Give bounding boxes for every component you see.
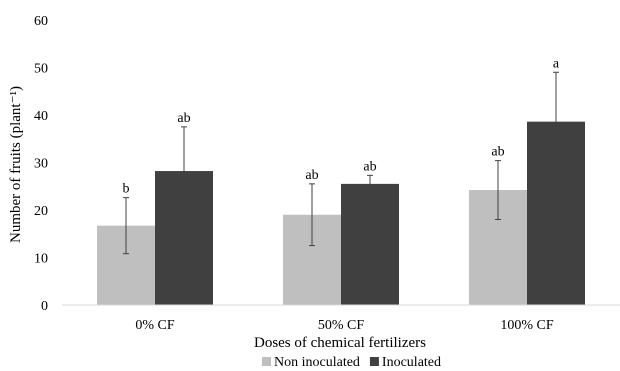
y-tick-label: 20: [34, 204, 48, 219]
significance-labels: b ab ab ab ab a: [123, 56, 560, 196]
y-axis-title: Number of fruits (plant⁻¹): [8, 86, 24, 243]
legend-swatch: [369, 357, 379, 366]
significance-label: ab: [305, 168, 318, 183]
y-tick-label: 40: [34, 109, 48, 124]
x-tick-label: 0% CF: [135, 318, 175, 333]
y-tick-label: 60: [34, 14, 48, 29]
error-bar: [181, 126, 187, 216]
legend-swatch: [262, 357, 271, 366]
y-tick-label: 10: [34, 252, 48, 267]
legend-label: Inoculated: [382, 355, 441, 370]
legend-item: Inoculated: [369, 355, 441, 370]
error-bar: [367, 174, 373, 193]
bars: [97, 121, 585, 306]
x-axis-ticks: 0% CF 50% CF 100% CF: [135, 318, 554, 333]
legend: Non inoculated Inoculated: [262, 355, 441, 370]
significance-label: b: [123, 182, 130, 197]
error-bar: [553, 71, 559, 172]
y-tick-label: 0: [41, 299, 48, 314]
significance-label: a: [553, 56, 560, 71]
x-tick-label: 100% CF: [500, 318, 554, 333]
significance-label: ab: [491, 145, 504, 160]
y-tick-label: 50: [34, 62, 48, 77]
significance-label: ab: [363, 159, 376, 174]
error-bar: [495, 160, 501, 220]
x-axis-title: Doses of chemical fertilizers: [254, 335, 426, 351]
legend-item: Non inoculated: [262, 355, 360, 370]
bar: [341, 183, 399, 305]
significance-label: ab: [177, 111, 190, 126]
error-bar: [309, 183, 315, 247]
error-bars: [123, 71, 559, 255]
y-tick-label: 30: [34, 157, 48, 172]
legend-label: Non inoculated: [274, 355, 360, 370]
error-bar: [123, 197, 129, 255]
x-tick-label: 50% CF: [318, 318, 365, 333]
y-axis-ticks: 0 10 20 30 40 50 60: [34, 14, 48, 314]
